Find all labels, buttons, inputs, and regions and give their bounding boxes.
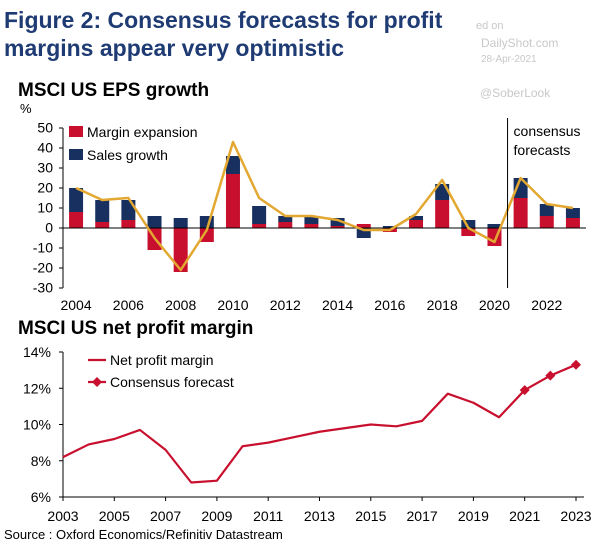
bar-margin-expansion xyxy=(95,222,110,228)
y-tick-label: 10 xyxy=(37,200,53,216)
bar-margin-expansion xyxy=(356,224,371,228)
y-tick-label: 10% xyxy=(23,417,51,433)
y-tick-label: 40 xyxy=(37,140,53,156)
bar-sales-growth xyxy=(487,224,502,228)
y-tick-label: -20 xyxy=(33,260,53,276)
legend-label: Margin expansion xyxy=(87,124,198,140)
y-tick-label: -10 xyxy=(33,240,53,256)
x-tick-label: 2013 xyxy=(304,508,335,524)
legend-swatch xyxy=(69,149,83,160)
x-tick-label: 2009 xyxy=(201,508,232,524)
x-tick-label: 2011 xyxy=(253,508,283,524)
forecast-annotation: forecasts xyxy=(514,142,571,158)
x-tick-label: 2019 xyxy=(458,508,489,524)
x-tick-label: 2005 xyxy=(99,508,130,524)
x-tick-label: 2022 xyxy=(531,297,562,313)
bar-margin-expansion xyxy=(409,220,424,228)
legend-label: Sales growth xyxy=(87,147,168,163)
forecast-point-marker xyxy=(545,370,556,381)
bar-sales-growth xyxy=(565,208,580,218)
x-tick-label: 2008 xyxy=(165,297,196,313)
bar-sales-growth xyxy=(252,206,267,224)
bar-margin-expansion xyxy=(69,212,84,228)
bar-margin-expansion xyxy=(304,224,319,228)
net-profit-margin-line xyxy=(62,389,526,484)
y-tick-label: -30 xyxy=(33,280,53,296)
eps-growth-total-line xyxy=(75,140,574,272)
watermark-date: 28-Apr-2021 xyxy=(481,54,537,65)
bar-sales-growth xyxy=(147,216,162,228)
bar-margin-expansion xyxy=(225,174,240,228)
source-note: Source : Oxford Economics/Refinitiv Data… xyxy=(4,527,283,542)
legend-marker xyxy=(92,377,102,387)
bar-margin-expansion xyxy=(539,216,554,228)
x-tick-label: 2016 xyxy=(374,297,405,313)
bar-margin-expansion xyxy=(565,218,580,228)
bar-sales-growth xyxy=(330,218,345,226)
bar-sales-growth xyxy=(461,220,476,228)
x-tick-label: 2015 xyxy=(355,508,386,524)
bar-margin-expansion xyxy=(435,200,450,228)
bar-sales-growth xyxy=(173,218,188,228)
x-tick-label: 2023 xyxy=(560,508,591,524)
y-axis-unit: % xyxy=(20,101,32,116)
y-tick-label: 6% xyxy=(31,489,51,505)
y-tick-label: 50 xyxy=(37,120,53,136)
bar-margin-expansion xyxy=(199,228,214,242)
bar-margin-expansion xyxy=(278,222,293,228)
x-tick-label: 2021 xyxy=(509,508,540,524)
bar-sales-growth xyxy=(69,188,84,212)
y-tick-label: 0 xyxy=(45,220,53,236)
bar-margin-expansion xyxy=(330,226,345,228)
y-tick-label: 20 xyxy=(37,180,53,196)
bar-sales-growth xyxy=(278,216,293,222)
bar-sales-growth xyxy=(409,216,424,220)
x-tick-label: 2012 xyxy=(270,297,301,313)
legend-label: Consensus forecast xyxy=(110,374,234,390)
x-tick-label: 2018 xyxy=(427,297,458,313)
forecast-annotation: consensus xyxy=(514,123,581,139)
x-tick-label: 2006 xyxy=(113,297,144,313)
x-tick-label: 2004 xyxy=(60,297,91,313)
watermark-text: ed on xyxy=(476,20,504,32)
x-tick-label: 2010 xyxy=(217,297,248,313)
watermark-handle: @SoberLook xyxy=(480,86,551,100)
bar-sales-growth xyxy=(225,156,240,174)
bar-margin-expansion xyxy=(513,198,528,228)
bar-sales-growth xyxy=(95,200,110,222)
y-tick-label: 30 xyxy=(37,160,53,176)
watermark-site: DailyShot.com xyxy=(481,36,559,50)
y-tick-label: 8% xyxy=(31,453,51,469)
bar-sales-growth xyxy=(539,204,554,216)
bar-sales-growth xyxy=(382,226,397,228)
y-tick-label: 12% xyxy=(23,380,51,396)
bar-sales-growth xyxy=(121,200,136,220)
bar-margin-expansion xyxy=(173,228,188,272)
bar-sales-growth xyxy=(304,216,319,224)
x-tick-label: 2007 xyxy=(150,508,181,524)
bar-sales-growth xyxy=(356,228,371,238)
bar-margin-expansion xyxy=(252,224,267,228)
x-tick-label: 2017 xyxy=(407,508,438,524)
x-tick-label: 2003 xyxy=(47,508,78,524)
bar-margin-expansion xyxy=(121,220,136,228)
forecast-point-marker xyxy=(519,385,530,396)
x-tick-label: 2020 xyxy=(479,297,510,313)
forecast-point-marker xyxy=(571,359,581,370)
bar-margin-expansion xyxy=(461,228,476,236)
figure-title: Figure 2: Consensus forecasts for profit… xyxy=(4,7,443,61)
margin-chart-title: MSCI US net profit margin xyxy=(18,318,254,339)
legend-label: Net profit margin xyxy=(110,352,213,368)
y-tick-label: 14% xyxy=(23,344,51,360)
legend-swatch xyxy=(69,126,83,137)
eps-chart-title: MSCI US EPS growth xyxy=(18,80,210,101)
x-tick-label: 2014 xyxy=(322,297,353,313)
